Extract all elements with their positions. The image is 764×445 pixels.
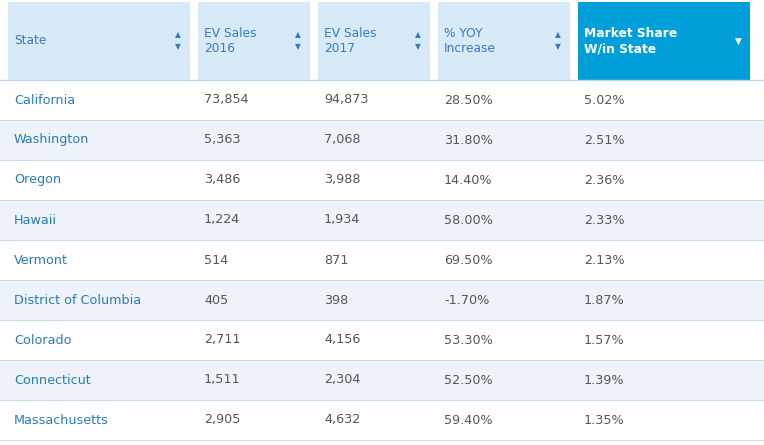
Bar: [0, 280, 764, 320]
Text: 1.87%: 1.87%: [584, 294, 625, 307]
Bar: [0, 200, 764, 240]
Bar: [0, 240, 764, 280]
Text: 514: 514: [204, 254, 228, 267]
Text: 58.00%: 58.00%: [444, 214, 493, 227]
Text: Vermont: Vermont: [14, 254, 68, 267]
Text: 2.36%: 2.36%: [584, 174, 624, 186]
Text: 94,873: 94,873: [324, 93, 368, 106]
Bar: [198, 2, 310, 80]
Text: 2,711: 2,711: [204, 333, 241, 347]
Text: ▲: ▲: [175, 31, 181, 40]
Text: ▼: ▼: [555, 43, 561, 52]
Text: 73,854: 73,854: [204, 93, 248, 106]
Text: ▼: ▼: [734, 36, 741, 45]
Text: EV Sales
2017: EV Sales 2017: [324, 27, 377, 55]
Bar: [0, 320, 764, 360]
Text: 52.50%: 52.50%: [444, 373, 493, 387]
Bar: [318, 2, 430, 80]
Text: 7,068: 7,068: [324, 134, 361, 146]
Text: 1,511: 1,511: [204, 373, 241, 387]
Text: ▲: ▲: [295, 31, 301, 40]
Bar: [0, 120, 764, 160]
Text: Oregon: Oregon: [14, 174, 61, 186]
Text: Massachusetts: Massachusetts: [14, 413, 109, 426]
Text: 5,363: 5,363: [204, 134, 241, 146]
Text: 1.57%: 1.57%: [584, 333, 625, 347]
Text: Colorado: Colorado: [14, 333, 72, 347]
Text: 398: 398: [324, 294, 348, 307]
Text: -1.70%: -1.70%: [444, 294, 490, 307]
Text: % YOY
Increase: % YOY Increase: [444, 27, 496, 55]
Text: 3,486: 3,486: [204, 174, 241, 186]
Text: 1.35%: 1.35%: [584, 413, 625, 426]
Text: 14.40%: 14.40%: [444, 174, 493, 186]
Text: 4,632: 4,632: [324, 413, 361, 426]
Text: 5.02%: 5.02%: [584, 93, 625, 106]
Text: 3,988: 3,988: [324, 174, 361, 186]
Bar: [0, 160, 764, 200]
Bar: [0, 80, 764, 120]
Bar: [0, 400, 764, 440]
Text: California: California: [14, 93, 75, 106]
Text: Market Share
W/in State: Market Share W/in State: [584, 27, 677, 55]
Text: 69.50%: 69.50%: [444, 254, 493, 267]
Text: District of Columbia: District of Columbia: [14, 294, 141, 307]
Text: 2.51%: 2.51%: [584, 134, 625, 146]
Text: 405: 405: [204, 294, 228, 307]
Text: 4,156: 4,156: [324, 333, 361, 347]
Text: 1,934: 1,934: [324, 214, 361, 227]
Text: 31.80%: 31.80%: [444, 134, 493, 146]
Text: 1.39%: 1.39%: [584, 373, 625, 387]
Bar: [8, 2, 190, 80]
Text: 2,304: 2,304: [324, 373, 361, 387]
Bar: [438, 2, 570, 80]
Text: State: State: [14, 35, 47, 48]
Text: ▼: ▼: [295, 43, 301, 52]
Text: ▲: ▲: [555, 31, 561, 40]
Bar: [578, 2, 750, 80]
Text: Washington: Washington: [14, 134, 89, 146]
Text: Hawaii: Hawaii: [14, 214, 57, 227]
Text: 2.33%: 2.33%: [584, 214, 625, 227]
Text: 1,224: 1,224: [204, 214, 240, 227]
Text: 871: 871: [324, 254, 348, 267]
Text: 28.50%: 28.50%: [444, 93, 493, 106]
Text: EV Sales
2016: EV Sales 2016: [204, 27, 257, 55]
Text: 2,905: 2,905: [204, 413, 241, 426]
Text: Connecticut: Connecticut: [14, 373, 91, 387]
Bar: [0, 360, 764, 400]
Text: ▼: ▼: [415, 43, 421, 52]
Text: 59.40%: 59.40%: [444, 413, 493, 426]
Text: ▼: ▼: [175, 43, 181, 52]
Text: 2.13%: 2.13%: [584, 254, 625, 267]
Text: 53.30%: 53.30%: [444, 333, 493, 347]
Text: ▲: ▲: [415, 31, 421, 40]
